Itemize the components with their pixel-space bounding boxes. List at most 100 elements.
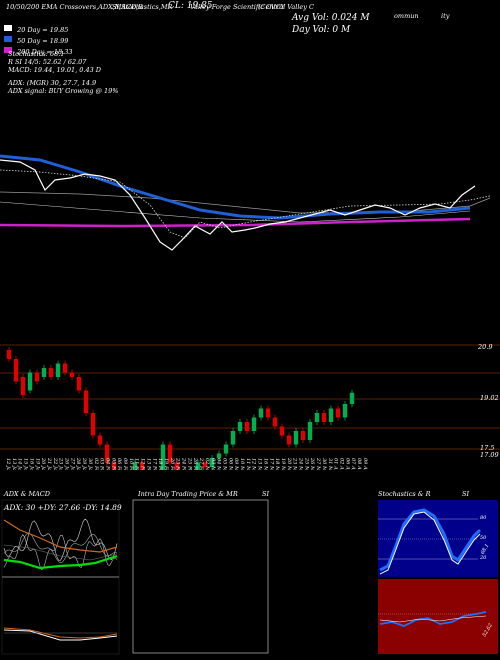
date-label: 31 Mar <box>327 458 333 470</box>
date-label: 17 Mar <box>268 458 274 470</box>
ema20-line <box>0 159 476 251</box>
date-label: 26 Jan <box>64 457 70 470</box>
day-volume: Day Vol: 0 M <box>292 25 351 35</box>
company-label: (Central Valley C <box>258 3 314 11</box>
date-label: 09 Feb <box>122 458 128 470</box>
macd-text: MACD: 19.44, 19.01, 0.43 D <box>8 66 102 74</box>
date-label: 05 Mar <box>221 458 227 470</box>
date-label: 22 Jan <box>52 457 58 470</box>
candle-body <box>265 408 271 418</box>
date-label: 06 Apr <box>344 458 350 470</box>
candle-body <box>300 431 306 440</box>
date-label: 12 Jan <box>5 458 11 470</box>
date-label: 14 Jan <box>17 458 23 470</box>
candle-body <box>6 350 12 359</box>
stoch-level-20: 20 <box>480 555 487 561</box>
candle-body <box>48 368 54 377</box>
date-axis: 12 Jan 13 Jan 14 Jan 15 Jan 16 Jan 19 Jan 20 J… <box>5 457 368 470</box>
candle-body <box>27 372 33 391</box>
date-label: 09 Mar <box>233 458 239 470</box>
ema20-swatch <box>4 24 12 31</box>
ema50-legend: 50 Day = 18.99 <box>4 28 68 47</box>
candle-body <box>167 444 173 463</box>
date-label: 10 Mar <box>239 458 245 470</box>
candle-body <box>307 422 313 440</box>
rsi-line <box>379 611 487 627</box>
ema50-line <box>0 154 471 220</box>
candle-body <box>216 453 222 458</box>
rsi-panel-bg <box>378 579 498 654</box>
date-label: 26 Mar <box>309 457 315 470</box>
adx-text: ADX: (MGR) 30, 27.7, 14.9 <box>8 79 97 87</box>
candle-body <box>321 413 327 422</box>
ema50-text: 50 Day = 18.99 <box>17 37 69 45</box>
intraday-panel-title: Intra Day Trading Price & MR <box>138 490 238 498</box>
date-label: 11 Mar <box>245 458 251 470</box>
candle-body <box>230 431 236 445</box>
date-label: 24 Mar <box>298 457 304 470</box>
candle-body <box>328 408 334 422</box>
date-label: 27 Feb <box>198 457 204 470</box>
date-label: 16 Jan <box>28 458 34 470</box>
date-label: 27 Mar <box>315 457 321 470</box>
date-label: 15 Jan <box>23 458 29 470</box>
candle-body <box>202 462 208 467</box>
date-label: 01 Apr <box>333 458 339 470</box>
date-label: 17 Feb <box>151 458 157 470</box>
stoch-value: 68.1 <box>479 542 491 556</box>
intraday-panel-title-tail: SI <box>262 490 270 498</box>
candle-body <box>83 390 89 413</box>
candle-body <box>34 372 40 382</box>
stochastic-lines <box>378 508 482 575</box>
stoch-panel-title: Stochastics & R <box>378 490 431 498</box>
ema200-line <box>0 217 471 228</box>
candle-body <box>237 422 243 431</box>
company-label-tail: ommun <box>394 12 419 20</box>
candle-body <box>55 363 61 377</box>
rsi-lines <box>378 611 487 627</box>
date-label: 23 Mar <box>292 457 298 470</box>
close-price: CL: 19.85 <box>168 1 213 11</box>
candle-body <box>104 444 110 463</box>
candle-body <box>314 413 320 422</box>
candle-body <box>349 392 355 404</box>
candle-body <box>209 458 215 467</box>
date-label: 23 Feb <box>175 457 181 470</box>
date-label: 19 Jan <box>34 458 40 470</box>
stoch-panel-title-tail: SI <box>462 490 470 498</box>
adx-readout: ADX: 30 +DY: 27.66 -DY: 14.89 <box>4 503 122 512</box>
overlay-line-2 <box>0 201 471 223</box>
date-label: 18 Feb <box>157 458 163 470</box>
candle-body <box>279 426 285 436</box>
date-label: 25 Mar <box>303 457 309 470</box>
candle-body <box>41 368 47 377</box>
date-label: 30 Jan <box>87 458 93 470</box>
intraday-panel-frame <box>132 499 269 654</box>
date-label: 04 Mar <box>216 458 222 470</box>
overlay-line-1 <box>0 191 491 214</box>
date-label: 11 Feb <box>134 458 140 470</box>
date-label: 02 Apr <box>338 458 344 470</box>
ema20-text: 20 Day = 19.85 <box>17 26 69 34</box>
candle-body <box>97 435 103 445</box>
price-level-2: 19.02 <box>480 394 499 402</box>
candle-body <box>335 408 341 418</box>
date-label: 19 Mar <box>280 458 286 470</box>
adx-line <box>3 518 118 561</box>
adx-panel-title: ADX & MACD <box>4 490 50 498</box>
ema200-swatch <box>4 46 12 53</box>
candle-body <box>111 462 117 470</box>
adx-lines <box>3 518 118 571</box>
date-label: 20 Jan <box>40 457 46 470</box>
date-label: 04 Feb <box>104 458 110 470</box>
candle-body <box>251 417 257 431</box>
overlay-dotted-line <box>0 169 491 239</box>
candle-body <box>76 377 82 391</box>
candle-body <box>223 444 229 454</box>
date-label: 08 Apr <box>356 458 362 470</box>
rsi-value: 52.62 <box>481 622 494 638</box>
date-label: 06 Feb <box>116 458 122 470</box>
date-label: 07 Apr <box>350 458 356 470</box>
date-label: 03 Mar <box>210 458 216 470</box>
price-grid <box>0 344 500 450</box>
